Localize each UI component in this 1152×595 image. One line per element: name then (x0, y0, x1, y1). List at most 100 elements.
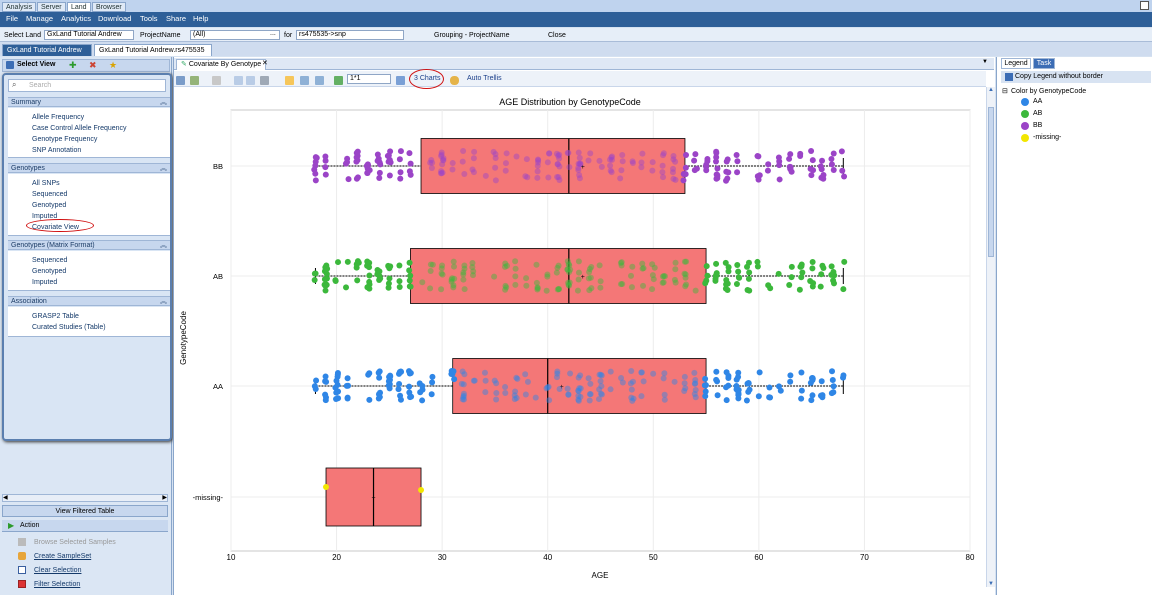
for-label: for (284, 32, 293, 39)
view-matrix-genotyped[interactable]: Genotyped (32, 268, 67, 275)
favorite-view-icon[interactable]: ★ (109, 60, 118, 70)
point-AA (482, 389, 489, 396)
close-view-tab-icon[interactable]: ✕ (262, 60, 268, 67)
point-BB (565, 149, 572, 156)
point-BB (839, 167, 846, 174)
menu-share[interactable]: Share (166, 14, 187, 23)
doc-tab-land[interactable]: GxLand Tutorial Andrew (2, 44, 92, 56)
menu-analytics[interactable]: Analytics (61, 14, 92, 23)
print-icon[interactable] (260, 76, 269, 85)
point-AB (460, 271, 467, 278)
point-AB (386, 275, 393, 282)
view-case-control-allele-frequency[interactable]: Case Control Allele Frequency (32, 125, 127, 132)
tab-dropdown-icon[interactable]: ▼ (982, 59, 988, 65)
create-sampleset-link[interactable]: Create SampleSet (34, 553, 92, 560)
zoom-select[interactable]: 1*1 (347, 74, 391, 84)
point-AA (565, 391, 572, 398)
point-AB (640, 282, 647, 289)
section-genotypes-matrix[interactable]: Genotypes (Matrix Format) ︽ (8, 240, 170, 250)
point-BB (755, 153, 762, 160)
view-sequenced[interactable]: Sequenced (32, 191, 68, 198)
copy-legend-bar[interactable]: Copy Legend without border (1001, 71, 1151, 83)
point-AB (470, 272, 477, 279)
remove-view-icon[interactable]: ✖ (89, 60, 97, 70)
point-AA (735, 392, 742, 399)
table-icon[interactable] (190, 76, 199, 85)
auto-trellis-button[interactable]: Auto Trellis (467, 75, 502, 82)
menu-tools[interactable]: Tools (140, 14, 158, 23)
point-AB (439, 262, 446, 269)
search-input[interactable]: ⌕ Search (8, 79, 166, 92)
scroll-up-icon[interactable]: ▲ (988, 87, 994, 93)
select-pointer-icon[interactable] (285, 76, 294, 85)
point-BB (734, 158, 741, 165)
doc-tab-rs475535[interactable]: GxLand Tutorial Andrew.rs475535 (94, 44, 212, 56)
pan-icon[interactable] (300, 76, 309, 85)
view-filtered-table-button[interactable]: View Filtered Table (2, 505, 168, 517)
view-imputed[interactable]: Imputed (32, 213, 58, 220)
point-AB (533, 261, 540, 268)
filter-selection-link[interactable]: Filter Selection (34, 581, 81, 588)
point-AA (681, 373, 688, 380)
scroll-left-icon[interactable]: ◀ (3, 495, 8, 501)
ellipsis-button[interactable]: ... (270, 30, 276, 37)
export-icon[interactable] (246, 76, 255, 85)
clear-selection-link[interactable]: Clear Selection (34, 567, 82, 574)
view-genotyped[interactable]: Genotyped (32, 202, 67, 209)
tab-analysis[interactable]: Analysis (2, 2, 37, 12)
section-genotypes[interactable]: Genotypes ︽ (8, 163, 170, 173)
close-menu-button[interactable]: Close (548, 32, 566, 39)
point-AB (828, 263, 835, 270)
window-restore-icon[interactable] (1140, 1, 1149, 10)
legend-tab[interactable]: Legend (1001, 58, 1031, 69)
copy-icon[interactable] (234, 76, 243, 85)
view-matrix-sequenced[interactable]: Sequenced (32, 257, 68, 264)
view-all-snps[interactable]: All SNPs (32, 180, 60, 187)
tab-land[interactable]: Land (67, 2, 91, 12)
bar-chart-icon[interactable] (396, 76, 405, 85)
select-land-field[interactable]: GxLand Tutorial Andrew (44, 30, 134, 40)
section-association[interactable]: Association ︽ (8, 296, 170, 306)
color-by-label: Color by GenotypeCode (1011, 88, 1087, 95)
swap-axes-icon[interactable] (334, 76, 343, 85)
collapse-chevron-icon[interactable]: ︽ (160, 165, 167, 172)
tab-server[interactable]: Server (37, 2, 66, 12)
tab-browser[interactable]: Browser (92, 2, 126, 12)
menu-manage[interactable]: Manage (26, 14, 54, 23)
section-summary[interactable]: Summary ︽ (8, 97, 170, 107)
project-name-field[interactable]: (All) (190, 30, 280, 40)
menu-download[interactable]: Download (98, 14, 132, 23)
collapse-chevron-icon[interactable]: ︽ (160, 298, 167, 305)
view-snp-annotation[interactable]: SNP Annotation (32, 147, 82, 154)
scroll-down-icon[interactable]: ▼ (988, 581, 994, 587)
grouping-label[interactable]: Grouping - ProjectName (434, 32, 510, 39)
point-AB (788, 263, 795, 270)
collapse-tree-icon[interactable]: ⊟ (1002, 88, 1008, 95)
refresh-icon[interactable] (212, 76, 221, 85)
tab-covariate-by-genotype[interactable]: ✎ Covariate By Genotype (176, 59, 267, 70)
add-view-icon[interactable]: ✚ (69, 60, 77, 70)
view-grasp2-table[interactable]: GRASP2 Table (32, 313, 79, 320)
menu-file[interactable]: File (6, 14, 19, 23)
browse-selected-samples[interactable]: Browse Selected Samples (34, 539, 116, 546)
lock-icon[interactable] (450, 76, 459, 85)
zoom-fit-icon[interactable] (315, 76, 324, 85)
task-tab[interactable]: Task (1033, 58, 1055, 69)
view-allele-frequency[interactable]: Allele Frequency (32, 114, 85, 121)
scroll-thumb[interactable] (988, 107, 994, 257)
point-missing (418, 487, 425, 493)
collapse-chevron-icon[interactable]: ︽ (160, 242, 167, 249)
collapse-chevron-icon[interactable]: ︽ (160, 99, 167, 106)
chart-type-icon[interactable] (176, 76, 185, 85)
menu-help[interactable]: Help (193, 14, 209, 23)
select-view-label[interactable]: Select View (17, 61, 56, 68)
view-genotype-frequency[interactable]: Genotype Frequency (32, 136, 98, 143)
view-matrix-imputed[interactable]: Imputed (32, 279, 58, 286)
vertical-scrollbar[interactable]: ▲ ▼ (986, 87, 995, 587)
snp-field[interactable]: rs475535->snp (296, 30, 404, 40)
view-curated-studies[interactable]: Curated Studies (Table) (32, 324, 106, 331)
horizontal-scrollbar[interactable]: ◀ ▶ (2, 494, 168, 502)
point-AB (555, 285, 562, 292)
x-tick-label: 20 (332, 553, 341, 562)
scroll-right-icon[interactable]: ▶ (162, 495, 167, 501)
